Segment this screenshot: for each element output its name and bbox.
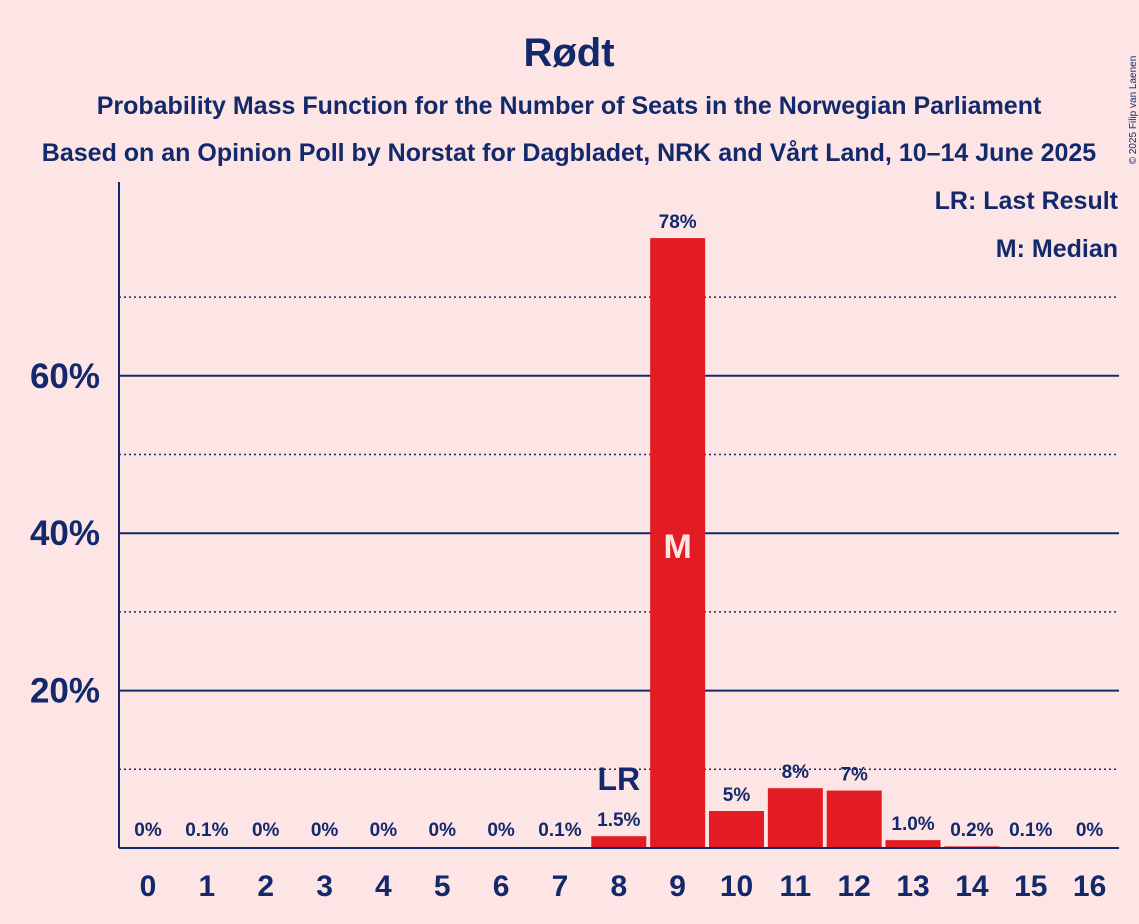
bar-value-label: 5% [723,785,751,806]
bar-value-label: 0.2% [950,820,993,841]
bar-value-label: 78% [659,212,697,233]
x-tick-label: 9 [669,870,686,903]
bar-value-label: 1.0% [891,814,934,835]
x-tick-label: 1 [199,870,216,903]
median-mark: M [663,528,691,566]
x-tick-label: 3 [316,870,333,903]
bar [591,836,647,848]
bar-value-label: 0.1% [1009,820,1052,841]
y-tick-label: 20% [30,672,100,711]
bar-value-label: 0% [487,820,515,841]
chart-subtitle-1: Probability Mass Function for the Number… [97,92,1042,120]
bar [767,788,823,848]
bar-value-label: 0% [134,820,162,841]
copyright-notice: © 2025 Filip van Laenen [1128,56,1139,165]
legend-last-result: LR: Last Result [935,187,1119,215]
x-tick-label: 12 [838,870,871,903]
value-labels: 0% 0.1% 0% 0% 0% 0% 0% 0.1% 1.5% 78% 5% 8% 7% 1.0% 0.2… [134,212,1103,841]
x-tick-label: 11 [779,870,811,903]
x-axis-ticks: 0 1 2 3 4 5 6 7 8 9 10 11 12 13 14 15 16 [140,870,1107,903]
y-tick-label: 40% [30,514,100,553]
x-tick-label: 10 [720,870,753,903]
x-tick-label: 2 [257,870,274,903]
x-tick-label: 6 [493,870,510,903]
x-tick-label: 14 [955,870,989,903]
chart-title: Rødt [523,31,614,75]
bars [179,238,1059,848]
bar-value-label: 0.1% [185,820,228,841]
x-tick-label: 7 [552,870,569,903]
bar-value-label: 0.1% [538,820,581,841]
bar-value-label: 0% [252,820,280,841]
bar-value-label: 0% [429,820,457,841]
y-tick-label: 60% [30,357,100,396]
bar [885,840,941,848]
bar-value-label: 0% [370,820,398,841]
y-axis-ticks: 20% 40% 60% [30,357,100,711]
bar [709,811,764,848]
bar [826,790,882,848]
annotation-marks: LR M [597,528,691,797]
bar-value-label: 0% [311,820,339,841]
legend-median: M: Median [996,235,1118,263]
x-tick-label: 8 [610,870,627,903]
x-tick-label: 13 [896,870,929,903]
x-tick-label: 15 [1014,870,1047,903]
x-tick-label: 4 [375,870,392,903]
gridlines [119,296,1119,771]
bar-value-label: 8% [782,762,810,783]
bar-value-label: 1.5% [597,810,640,831]
bar-value-label: 7% [840,765,868,786]
last-result-mark: LR [597,761,640,797]
x-tick-label: 5 [434,870,451,903]
x-tick-label: 0 [140,870,157,903]
bar [650,238,706,848]
bar-value-label: 0% [1076,820,1104,841]
chart-subtitle-2: Based on an Opinion Poll by Norstat for … [42,139,1096,167]
x-tick-label: 16 [1073,870,1106,903]
